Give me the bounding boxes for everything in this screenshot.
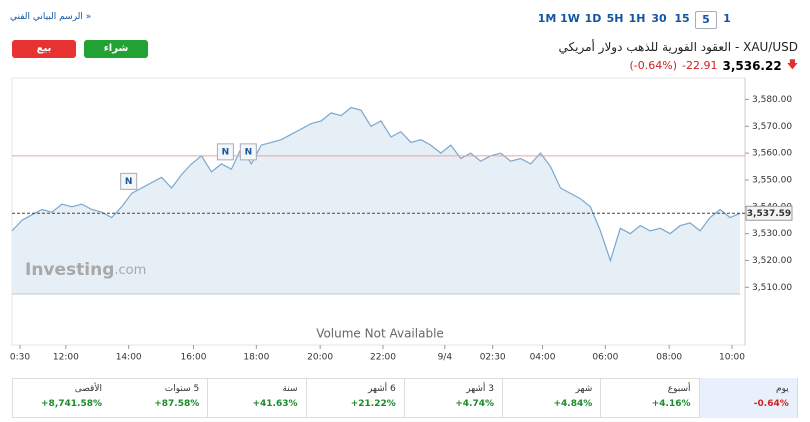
line [11,106,741,263]
period-value: +87.58% [154,399,200,409]
timeframe[interactable]: 1M [537,12,557,25]
x-tick-label: 10:00 [719,353,745,363]
period-label: يوم [776,384,789,394]
y-tick-label: 3,570.00 [752,122,792,132]
period-label: الأقصى [74,384,102,394]
sell-button[interactable]: بيع [12,40,76,58]
timeframe[interactable]: 30 [651,12,667,25]
x-tick-label: 18:00 [243,353,269,363]
volume-note: Volume Not Available [316,327,444,341]
performance-cell: شهر +4.84% [503,378,602,418]
price: 3,536.22 [722,58,782,73]
performance-cell: 5 سنوات +87.58% [110,378,209,418]
news-label: N [245,147,253,157]
news-label: N [125,177,133,187]
watermark-part: .com [114,263,146,278]
y-tick-label: 3,520.00 [752,256,792,266]
y-tick-label: 3,580.00 [752,95,792,105]
watermark: Investing.com [25,260,146,280]
y-tick-label: 3,550.00 [752,175,792,185]
timeframe[interactable]: 5 [695,11,717,29]
quote-title: XAU/USD - العقود الفورية للذهب دولار أمر… [558,40,798,54]
news-label: N [222,147,230,157]
period-label: 5 سنوات [164,384,200,394]
x-tick-label: 20:00 [307,353,333,363]
x-tick-label: 04:00 [530,353,556,363]
period-label: 3 أشهر [466,384,494,394]
period-label: سنة [282,384,298,394]
period-value: +4.84% [553,399,593,409]
period-value: +8,741.58% [41,399,102,409]
x-tick-label: 06:00 [592,353,618,363]
period-value: +41.63% [252,399,298,409]
timeframe[interactable]: 1 [723,12,731,25]
news-marker [239,143,257,161]
quote-line: 🡇 3,536.22 -22.91 (-0.64%) [630,56,799,75]
timeframe[interactable]: 1D [584,12,602,25]
period-label: 6 أشهر [367,384,396,394]
last-price-label: 3,537.59 [747,209,791,219]
performance-cell: يوم -0.64% [699,378,798,418]
x-tick-label: 22:00 [370,353,396,363]
down-arrow: 🡇 [786,58,798,71]
x-tick-label: 02:30 [480,353,506,363]
timeframe[interactable]: 15 [674,12,690,25]
period-label: أسبوع [667,384,691,394]
buy-button[interactable]: شراء [84,40,148,58]
watermark-part: Investing [25,260,114,280]
performance-cell: الأقصى +8,741.58% [12,378,110,418]
period-value: -0.64% [753,399,789,409]
y-tick-label: 3,530.00 [752,229,792,239]
y-tick-label: 3,510.00 [752,283,792,293]
period-label: شهر [575,384,593,394]
timeframe[interactable]: 1H [628,12,646,25]
performance-cell: 3 أشهر +4.74% [405,378,503,418]
change: -22.91 [682,59,718,72]
x-tick-label: 9/4 [438,353,453,363]
news-marker [120,172,138,190]
period-value: +21.22% [350,399,396,409]
technical-link[interactable]: الرسم البياني الفني » [10,12,92,22]
performance-cell: 6 أشهر +21.22% [307,378,405,418]
performance-cell: سنة +41.63% [209,378,307,418]
last-price-box [745,205,793,221]
x-tick-label: 14:00 [116,353,142,363]
timeframe[interactable]: 5H [606,12,624,25]
x-tick-label: 12:00 [53,353,79,363]
area [12,107,740,294]
news-marker [216,143,234,161]
timeframe[interactable]: 1W [560,12,580,25]
performance-cell: أسبوع +4.16% [602,378,700,418]
x-tick-label: 0:30 [10,353,30,363]
period-value: +4.16% [651,399,691,409]
y-tick-label: 3,560.00 [752,149,792,159]
x-tick-label: 16:00 [181,353,207,363]
change-pct: (-0.64%) [629,59,678,72]
period-value: +4.74% [455,399,494,409]
x-tick-label: 08:00 [656,353,682,363]
